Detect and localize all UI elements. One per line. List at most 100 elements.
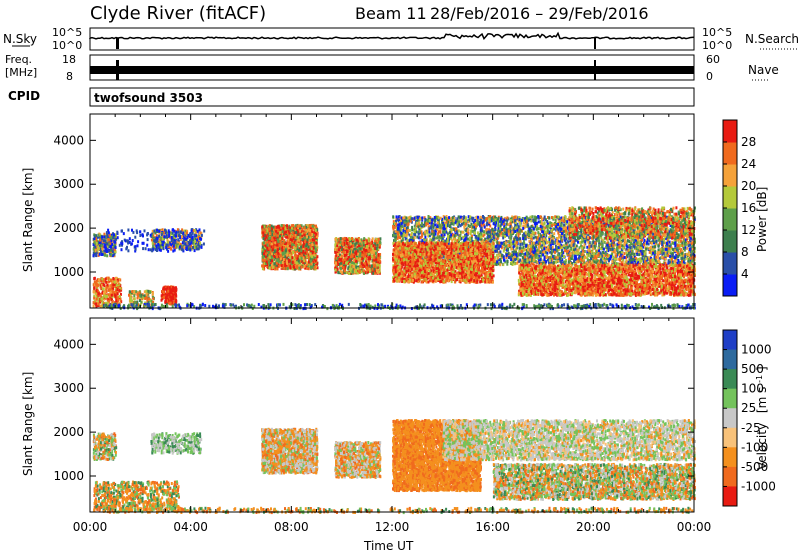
power-cell (287, 267, 289, 270)
power-cell (96, 298, 98, 301)
power-cell (271, 259, 273, 262)
power-cell (112, 250, 114, 253)
power-cell (178, 231, 180, 234)
power-cell (146, 244, 148, 247)
power-cell (281, 237, 283, 240)
power-cell (279, 231, 281, 234)
power-cell (121, 248, 123, 251)
power-cell (167, 244, 169, 247)
power-cell (292, 261, 294, 264)
power-cell (168, 302, 170, 305)
power-cell (308, 261, 310, 264)
power-cell (189, 233, 191, 236)
power-cell (172, 292, 174, 295)
power-cell (271, 237, 273, 240)
power-cell (285, 231, 287, 234)
power-cell (263, 252, 265, 255)
power-cell (275, 230, 277, 233)
power-cell (110, 279, 112, 282)
power-cell (198, 245, 200, 248)
power-cell (93, 301, 95, 304)
power-cell (101, 278, 103, 281)
power-cell (265, 253, 267, 256)
power-cell (104, 244, 106, 247)
power-cell (295, 231, 297, 234)
power-cell (136, 293, 138, 296)
power-cell (278, 229, 280, 232)
power-cell (299, 229, 301, 232)
power-cell (123, 232, 125, 235)
power-cell (135, 248, 137, 251)
power-cell (104, 239, 106, 242)
power-cell (265, 236, 267, 239)
power-cell (110, 253, 112, 256)
power-cell (175, 300, 177, 303)
nsearch-tick-low: 10^0 (702, 39, 732, 52)
power-cell (188, 241, 190, 244)
power-cell (298, 249, 300, 252)
power-cell (157, 243, 159, 246)
power-cell (93, 254, 95, 257)
power-cell (194, 234, 196, 237)
power-cell (309, 229, 311, 232)
power-cell (276, 226, 278, 229)
power-cell (166, 294, 168, 297)
power-cell (103, 250, 105, 253)
power-cell (154, 229, 156, 232)
power-cell (106, 231, 108, 234)
nave-tick-low: 0 (706, 70, 713, 83)
power-cell (299, 233, 301, 236)
power-cell (132, 239, 134, 242)
power-cell (162, 243, 164, 246)
power-cell (169, 243, 171, 246)
power-cell (116, 231, 118, 234)
power-cell (290, 238, 292, 241)
freq-gap-2 (594, 60, 596, 80)
power-cell (167, 290, 169, 293)
power-cell (316, 255, 318, 258)
power-cell (286, 224, 288, 227)
power-cell (283, 224, 285, 227)
power-cell (315, 242, 317, 245)
power-cell (96, 242, 98, 245)
power-cell (148, 248, 150, 251)
power-cell (100, 298, 102, 301)
power-cell (294, 247, 296, 250)
power-cell (315, 229, 317, 232)
power-cell (161, 299, 163, 302)
power-cell (168, 293, 170, 296)
power-cell (315, 248, 317, 251)
power-cell (131, 229, 133, 232)
power-cell (165, 300, 167, 303)
power-cell (186, 248, 188, 251)
power-cell (306, 235, 308, 238)
power-cell (121, 242, 123, 245)
power-cell (288, 259, 290, 262)
power-cell (308, 256, 310, 259)
power-cell (301, 266, 303, 269)
power-cell (280, 251, 282, 254)
power-cell (98, 247, 100, 250)
power-cell (137, 240, 139, 243)
power-cell (143, 242, 145, 245)
power-cell (125, 247, 127, 250)
power-cell (103, 236, 105, 239)
power-cell (264, 250, 266, 253)
power-cell (115, 238, 117, 241)
power-cell (174, 249, 176, 252)
power-cell (106, 243, 108, 246)
nsky-tick-high: 10^5 (52, 26, 82, 39)
power-cell (96, 290, 98, 293)
power-cell (201, 246, 203, 249)
power-cell (106, 295, 108, 298)
power-cell (182, 248, 184, 251)
power-cell (196, 239, 198, 242)
power-cell (136, 231, 138, 234)
power-cell (117, 236, 119, 239)
power-cell (272, 248, 274, 251)
power-cell (276, 244, 278, 247)
power-cell (97, 292, 99, 295)
power-cell (152, 297, 154, 300)
power-cell (292, 251, 294, 254)
power-cell (291, 224, 293, 227)
